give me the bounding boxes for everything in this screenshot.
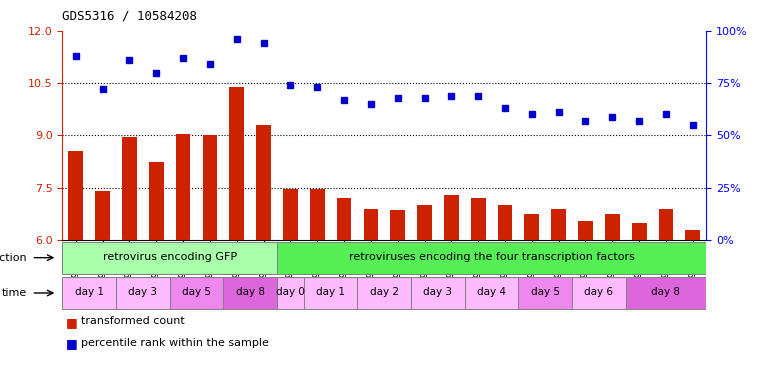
Bar	[465, 277, 518, 309]
Text: infection: infection	[0, 253, 27, 263]
Bar	[518, 277, 572, 309]
Bar	[626, 277, 706, 309]
Bar	[336, 198, 352, 240]
Bar	[417, 205, 432, 240]
Bar	[277, 242, 706, 273]
Text: day 5: day 5	[530, 287, 560, 297]
Bar	[658, 209, 673, 240]
Text: day 6: day 6	[584, 287, 613, 297]
Bar	[62, 277, 116, 309]
Bar	[551, 209, 566, 240]
Bar	[411, 277, 465, 309]
Bar	[277, 277, 304, 309]
Text: GDS5316 / 10584208: GDS5316 / 10584208	[62, 10, 197, 23]
Text: day 1: day 1	[316, 287, 345, 297]
Bar	[202, 136, 218, 240]
Text: retrovirus encoding GFP: retrovirus encoding GFP	[103, 252, 237, 262]
Bar	[170, 277, 224, 309]
Bar	[605, 214, 619, 240]
Bar	[498, 205, 512, 240]
Text: percentile rank within the sample: percentile rank within the sample	[81, 338, 269, 348]
Bar	[632, 223, 647, 240]
Bar	[256, 125, 271, 240]
Bar	[304, 277, 358, 309]
Text: day 2: day 2	[370, 287, 399, 297]
Bar	[390, 210, 405, 240]
Text: day 8: day 8	[651, 287, 680, 297]
Bar	[229, 86, 244, 240]
Bar	[444, 195, 459, 240]
Text: day 5: day 5	[182, 287, 211, 297]
Text: time: time	[2, 288, 27, 298]
Bar	[572, 277, 626, 309]
Bar	[122, 137, 137, 240]
Text: retroviruses encoding the four transcription factors: retroviruses encoding the four transcrip…	[349, 252, 635, 262]
Text: transformed count: transformed count	[81, 316, 185, 326]
Bar	[95, 191, 110, 240]
Text: ■: ■	[66, 316, 78, 329]
Bar	[116, 277, 170, 309]
Bar	[358, 277, 411, 309]
Text: ■: ■	[66, 338, 78, 351]
Bar	[224, 277, 277, 309]
Bar	[68, 151, 83, 240]
Text: day 8: day 8	[236, 287, 265, 297]
Bar	[364, 209, 378, 240]
Bar	[578, 221, 593, 240]
Bar	[524, 214, 540, 240]
Bar	[310, 189, 325, 240]
Text: day 3: day 3	[423, 287, 453, 297]
Bar	[283, 189, 298, 240]
Text: day 3: day 3	[129, 287, 158, 297]
Text: day 4: day 4	[477, 287, 506, 297]
Bar	[686, 230, 700, 240]
Bar	[62, 242, 277, 273]
Bar	[471, 198, 486, 240]
Text: day 1: day 1	[75, 287, 103, 297]
Bar	[149, 162, 164, 240]
Text: day 0: day 0	[276, 287, 305, 297]
Bar	[176, 134, 190, 240]
